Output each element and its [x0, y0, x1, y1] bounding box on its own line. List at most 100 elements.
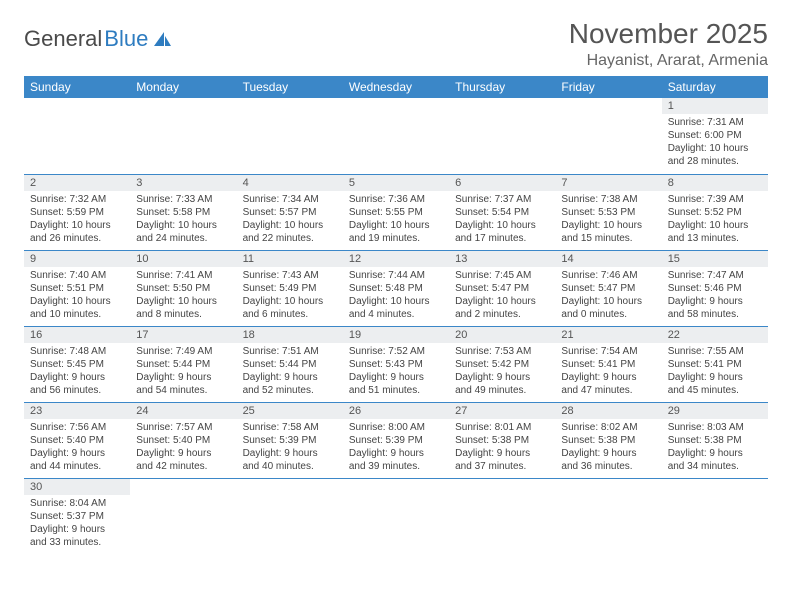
sunrise-text: Sunrise: 7:47 AM — [668, 269, 762, 282]
sunrise-text: Sunrise: 7:38 AM — [561, 193, 655, 206]
daylight-text: Daylight: 9 hours and 52 minutes. — [243, 371, 337, 397]
day-number: 11 — [237, 251, 343, 267]
day-details: Sunrise: 7:45 AMSunset: 5:47 PMDaylight:… — [449, 267, 555, 325]
sunset-text: Sunset: 5:38 PM — [455, 434, 549, 447]
calendar-cell: 27Sunrise: 8:01 AMSunset: 5:38 PMDayligh… — [449, 402, 555, 478]
sunrise-text: Sunrise: 7:33 AM — [136, 193, 230, 206]
day-number: 17 — [130, 327, 236, 343]
daylight-text: Daylight: 10 hours and 8 minutes. — [136, 295, 230, 321]
sunset-text: Sunset: 5:52 PM — [668, 206, 762, 219]
day-details: Sunrise: 7:46 AMSunset: 5:47 PMDaylight:… — [555, 267, 661, 325]
sunset-text: Sunset: 5:38 PM — [668, 434, 762, 447]
calendar-table: Sunday Monday Tuesday Wednesday Thursday… — [24, 76, 768, 554]
sunrise-text: Sunrise: 7:52 AM — [349, 345, 443, 358]
day-number: 28 — [555, 403, 661, 419]
day-number: 4 — [237, 175, 343, 191]
sunrise-text: Sunrise: 8:01 AM — [455, 421, 549, 434]
calendar-cell: 20Sunrise: 7:53 AMSunset: 5:42 PMDayligh… — [449, 326, 555, 402]
daylight-text: Daylight: 10 hours and 4 minutes. — [349, 295, 443, 321]
daylight-text: Daylight: 9 hours and 54 minutes. — [136, 371, 230, 397]
day-details: Sunrise: 7:52 AMSunset: 5:43 PMDaylight:… — [343, 343, 449, 401]
day-details: Sunrise: 7:31 AMSunset: 6:00 PMDaylight:… — [662, 114, 768, 172]
calendar-cell — [555, 478, 661, 554]
sunrise-text: Sunrise: 7:49 AM — [136, 345, 230, 358]
calendar-cell: 3Sunrise: 7:33 AMSunset: 5:58 PMDaylight… — [130, 174, 236, 250]
day-details: Sunrise: 7:39 AMSunset: 5:52 PMDaylight:… — [662, 191, 768, 249]
sunset-text: Sunset: 5:39 PM — [243, 434, 337, 447]
calendar-cell: 8Sunrise: 7:39 AMSunset: 5:52 PMDaylight… — [662, 174, 768, 250]
sunrise-text: Sunrise: 7:46 AM — [561, 269, 655, 282]
sunrise-text: Sunrise: 7:53 AM — [455, 345, 549, 358]
sunset-text: Sunset: 5:44 PM — [136, 358, 230, 371]
day-details: Sunrise: 8:00 AMSunset: 5:39 PMDaylight:… — [343, 419, 449, 477]
daylight-text: Daylight: 9 hours and 36 minutes. — [561, 447, 655, 473]
weekday-header: Sunday — [24, 76, 130, 98]
calendar-cell — [555, 98, 661, 174]
sunrise-text: Sunrise: 7:41 AM — [136, 269, 230, 282]
day-number: 29 — [662, 403, 768, 419]
calendar-cell — [449, 98, 555, 174]
sunrise-text: Sunrise: 7:31 AM — [668, 116, 762, 129]
title-block: November 2025 Hayanist, Ararat, Armenia — [569, 18, 768, 70]
day-details: Sunrise: 7:44 AMSunset: 5:48 PMDaylight:… — [343, 267, 449, 325]
calendar-cell — [662, 478, 768, 554]
sunrise-text: Sunrise: 7:34 AM — [243, 193, 337, 206]
day-details: Sunrise: 7:53 AMSunset: 5:42 PMDaylight:… — [449, 343, 555, 401]
sunrise-text: Sunrise: 7:58 AM — [243, 421, 337, 434]
day-details: Sunrise: 8:03 AMSunset: 5:38 PMDaylight:… — [662, 419, 768, 477]
sunset-text: Sunset: 5:59 PM — [30, 206, 124, 219]
sunset-text: Sunset: 5:43 PM — [349, 358, 443, 371]
daylight-text: Daylight: 9 hours and 33 minutes. — [30, 523, 124, 549]
daylight-text: Daylight: 9 hours and 34 minutes. — [668, 447, 762, 473]
daylight-text: Daylight: 10 hours and 28 minutes. — [668, 142, 762, 168]
day-number: 5 — [343, 175, 449, 191]
day-number: 2 — [24, 175, 130, 191]
day-number: 26 — [343, 403, 449, 419]
daylight-text: Daylight: 10 hours and 15 minutes. — [561, 219, 655, 245]
sunset-text: Sunset: 6:00 PM — [668, 129, 762, 142]
sunset-text: Sunset: 5:49 PM — [243, 282, 337, 295]
sunset-text: Sunset: 5:39 PM — [349, 434, 443, 447]
day-details: Sunrise: 8:04 AMSunset: 5:37 PMDaylight:… — [24, 495, 130, 553]
sunset-text: Sunset: 5:54 PM — [455, 206, 549, 219]
calendar-cell: 6Sunrise: 7:37 AMSunset: 5:54 PMDaylight… — [449, 174, 555, 250]
day-number: 6 — [449, 175, 555, 191]
day-details: Sunrise: 7:51 AMSunset: 5:44 PMDaylight:… — [237, 343, 343, 401]
day-details: Sunrise: 7:40 AMSunset: 5:51 PMDaylight:… — [24, 267, 130, 325]
sunrise-text: Sunrise: 8:02 AM — [561, 421, 655, 434]
day-details: Sunrise: 7:49 AMSunset: 5:44 PMDaylight:… — [130, 343, 236, 401]
sunset-text: Sunset: 5:37 PM — [30, 510, 124, 523]
sunrise-text: Sunrise: 7:32 AM — [30, 193, 124, 206]
sunrise-text: Sunrise: 7:55 AM — [668, 345, 762, 358]
daylight-text: Daylight: 9 hours and 44 minutes. — [30, 447, 124, 473]
sunset-text: Sunset: 5:46 PM — [668, 282, 762, 295]
weekday-header: Saturday — [662, 76, 768, 98]
logo: GeneralBlue — [24, 18, 172, 52]
calendar-cell: 4Sunrise: 7:34 AMSunset: 5:57 PMDaylight… — [237, 174, 343, 250]
calendar-cell: 12Sunrise: 7:44 AMSunset: 5:48 PMDayligh… — [343, 250, 449, 326]
day-number: 14 — [555, 251, 661, 267]
calendar-row: 2 Sunrise: 7:32 AMSunset: 5:59 PM Daylight… — [24, 174, 768, 250]
sunset-text: Sunset: 5:58 PM — [136, 206, 230, 219]
calendar-cell: 22Sunrise: 7:55 AMSunset: 5:41 PMDayligh… — [662, 326, 768, 402]
sunrise-text: Sunrise: 7:37 AM — [455, 193, 549, 206]
calendar-cell: 28 Sunrise: 8:02 AMSunset: 5:38 PMDayligh… — [555, 402, 661, 478]
sunset-text: Sunset: 5:38 PM — [561, 434, 655, 447]
sunset-text: Sunset: 5:57 PM — [243, 206, 337, 219]
weekday-header: Tuesday — [237, 76, 343, 98]
sunset-text: Sunset: 5:55 PM — [349, 206, 443, 219]
logo-text-2: Blue — [104, 26, 148, 52]
day-number: 13 — [449, 251, 555, 267]
calendar-cell — [24, 98, 130, 174]
day-number: 18 — [237, 327, 343, 343]
day-number: 24 — [130, 403, 236, 419]
month-title: November 2025 — [569, 18, 768, 50]
day-details: Sunrise: 7:38 AMSunset: 5:53 PMDaylight:… — [555, 191, 661, 249]
daylight-text: Daylight: 9 hours and 49 minutes. — [455, 371, 549, 397]
daylight-text: Daylight: 9 hours and 40 minutes. — [243, 447, 337, 473]
calendar-row: 9Sunrise: 7:40 AMSunset: 5:51 PMDaylight… — [24, 250, 768, 326]
daylight-text: Daylight: 10 hours and 13 minutes. — [668, 219, 762, 245]
calendar-row: 1Sunrise: 7:31 AMSunset: 6:00 PMDaylight… — [24, 98, 768, 174]
sunrise-text: Sunrise: 7:36 AM — [349, 193, 443, 206]
daylight-text: Daylight: 9 hours and 37 minutes. — [455, 447, 549, 473]
